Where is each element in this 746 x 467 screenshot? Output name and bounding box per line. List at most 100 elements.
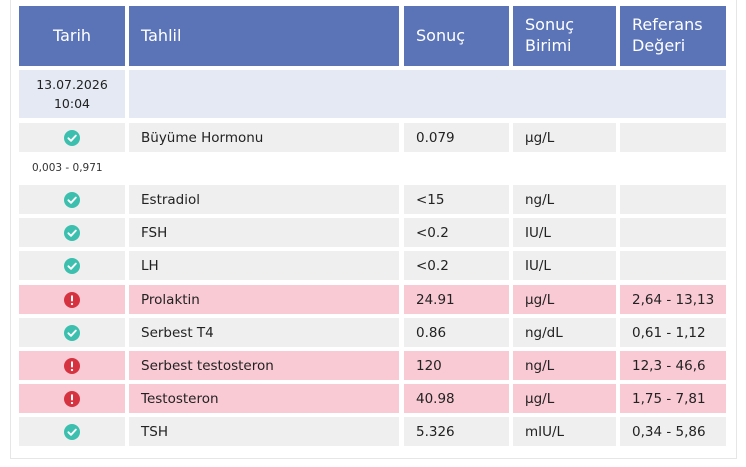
- header-reference-line1: Referans: [632, 15, 703, 35]
- date-row-span: [129, 70, 726, 118]
- row-test-cell: Serbest testosteron: [129, 351, 399, 380]
- header-result-label: Sonuç: [416, 25, 466, 45]
- row-test: Estradiol: [141, 191, 201, 208]
- row-unit-cell: ng/L: [513, 351, 616, 380]
- row-reference-cell: 1,75 - 7,81: [620, 384, 726, 413]
- row-unit-cell: µg/L: [513, 285, 616, 314]
- row-status-cell: [19, 218, 125, 247]
- row-result: 24.91: [416, 291, 455, 308]
- row-test-cell: Büyüme Hormonu: [129, 123, 399, 152]
- row-unit: ng/L: [525, 357, 555, 374]
- row-unit: µg/L: [525, 129, 555, 146]
- header-reference: Referans Değeri: [620, 6, 726, 66]
- row-result-cell: 0.079: [404, 123, 509, 152]
- header-unit-line2: Birimi: [525, 36, 572, 55]
- row-test: Büyüme Hormonu: [141, 129, 264, 146]
- row-status-cell: [19, 351, 125, 380]
- row-unit-cell: mIU/L: [513, 417, 616, 446]
- row-unit-cell: ng/L: [513, 185, 616, 214]
- result-date: 13.07.2026: [36, 76, 108, 92]
- header-test-label: Tahlil: [141, 25, 182, 45]
- row-result-cell: 40.98: [404, 384, 509, 413]
- header-test: Tahlil: [129, 6, 399, 66]
- row-test: Serbest T4: [141, 324, 214, 341]
- row-status-cell: [19, 285, 125, 314]
- row-reference-cell: [620, 185, 726, 214]
- row-unit: IU/L: [525, 224, 551, 241]
- row-result: <0.2: [416, 224, 449, 241]
- row-reference: 2,64 - 13,13: [632, 291, 715, 308]
- row-test-cell: TSH: [129, 417, 399, 446]
- row-result: 0.079: [416, 129, 455, 146]
- header-date: Tarih: [19, 6, 125, 66]
- check-circle-icon: [64, 191, 80, 208]
- row-result-cell: <0.2: [404, 218, 509, 247]
- row-test: FSH: [141, 224, 168, 241]
- header-result: Sonuç: [404, 6, 509, 66]
- check-circle-icon: [64, 129, 80, 146]
- row-reference-cell: [620, 251, 726, 280]
- row-status-cell: [19, 123, 125, 152]
- row-reference-cell: [620, 123, 726, 152]
- row-unit: IU/L: [525, 257, 551, 274]
- row-reference: 0,34 - 5,86: [632, 423, 706, 440]
- row-test-cell: Serbest T4: [129, 318, 399, 347]
- check-circle-icon: [64, 257, 80, 274]
- row-unit: mIU/L: [525, 423, 565, 440]
- row-test-cell: Estradiol: [129, 185, 399, 214]
- row-reference-cell: 0,61 - 1,12: [620, 318, 726, 347]
- date-cell: 13.07.2026 10:04: [19, 70, 125, 118]
- row-status-cell: [19, 318, 125, 347]
- row-result: <15: [416, 191, 445, 208]
- row-result: 0.86: [416, 324, 447, 341]
- row-status-cell: [19, 384, 125, 413]
- row-unit-cell: IU/L: [513, 218, 616, 247]
- row-status-cell: [19, 417, 125, 446]
- row-reference: 12,3 - 46,6: [632, 357, 706, 374]
- result-time: 10:04: [53, 96, 90, 111]
- row-test: Prolaktin: [141, 291, 200, 308]
- row-test-cell: LH: [129, 251, 399, 280]
- alert-circle-icon: [64, 357, 80, 374]
- row-unit-cell: µg/L: [513, 123, 616, 152]
- row-reference-cell: 0,34 - 5,86: [620, 417, 726, 446]
- check-circle-icon: [64, 324, 80, 341]
- row-test-cell: Prolaktin: [129, 285, 399, 314]
- row-reference-cell: [620, 218, 726, 247]
- row-reference: 0,61 - 1,12: [632, 324, 706, 341]
- row-unit-cell: µg/L: [513, 384, 616, 413]
- alert-circle-icon: [64, 390, 80, 407]
- row-test-cell: FSH: [129, 218, 399, 247]
- row-test: Testosteron: [141, 390, 219, 407]
- row-unit-cell: ng/dL: [513, 318, 616, 347]
- row-status-cell: [19, 251, 125, 280]
- row-reference: 1,75 - 7,81: [632, 390, 706, 407]
- row-result: 5.326: [416, 423, 455, 440]
- row-result-cell: 24.91: [404, 285, 509, 314]
- alert-circle-icon: [64, 291, 80, 308]
- header-unit-line1: Sonuç: [525, 15, 575, 35]
- row-unit: µg/L: [525, 390, 555, 407]
- row-result: 120: [416, 357, 442, 374]
- reference-note: 0,003 - 0,971: [32, 158, 232, 178]
- reference-note-text: 0,003 - 0,971: [32, 162, 103, 174]
- check-circle-icon: [64, 224, 80, 241]
- check-circle-icon: [64, 423, 80, 440]
- header-reference-line2: Değeri: [632, 36, 686, 55]
- row-test: LH: [141, 257, 159, 274]
- row-unit: ng/dL: [525, 324, 563, 341]
- row-reference-cell: 2,64 - 13,13: [620, 285, 726, 314]
- row-status-cell: [19, 185, 125, 214]
- row-result-cell: <15: [404, 185, 509, 214]
- row-result-cell: 0.86: [404, 318, 509, 347]
- row-unit-cell: IU/L: [513, 251, 616, 280]
- row-result-cell: 5.326: [404, 417, 509, 446]
- row-result-cell: 120: [404, 351, 509, 380]
- row-test: TSH: [141, 423, 168, 440]
- header-date-label: Tarih: [52, 25, 92, 45]
- row-result-cell: <0.2: [404, 251, 509, 280]
- row-result: 40.98: [416, 390, 455, 407]
- row-unit: µg/L: [525, 291, 555, 308]
- header-unit: Sonuç Birimi: [513, 6, 616, 66]
- row-unit: ng/L: [525, 191, 555, 208]
